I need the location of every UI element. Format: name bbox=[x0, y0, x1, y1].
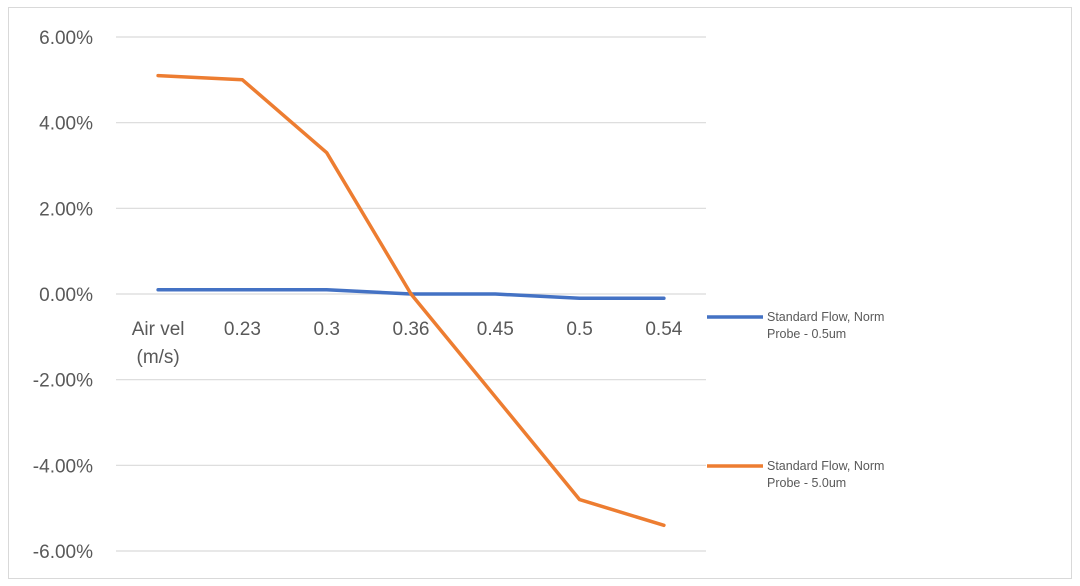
x-tick-label: 0.3 bbox=[314, 319, 340, 340]
chart-area bbox=[8, 7, 1072, 579]
x-tick-label: 0.36 bbox=[393, 319, 430, 340]
y-tick-label: -6.00% bbox=[33, 542, 93, 563]
legend: Standard Flow, Norm Probe - 0.5um Standard… bbox=[707, 310, 884, 490]
x-tick-label: 0.54 bbox=[645, 319, 682, 340]
y-tick-label: 4.00% bbox=[39, 114, 93, 135]
legend-item-1: Standard Flow, Norm Probe - 0.5um bbox=[707, 310, 884, 341]
y-tick-label: -2.00% bbox=[33, 371, 93, 392]
y-tick-label: -4.00% bbox=[33, 456, 93, 477]
x-tick-label: 0.23 bbox=[224, 319, 261, 340]
y-tick-label: 2.00% bbox=[39, 199, 93, 220]
x-tick-label: Air vel (m/s) bbox=[132, 319, 185, 368]
x-tick-label: 0.5 bbox=[566, 319, 592, 340]
legend-item-2: Standard Flow, Norm Probe - 5.0um bbox=[707, 459, 884, 490]
y-tick-label: 6.00% bbox=[39, 28, 93, 49]
x-axis-tick-labels: Air vel (m/s) 0.23 0.3 0.36 0.45 0.5 0.54 bbox=[132, 319, 683, 368]
legend-label: Standard Flow, Norm Probe - 5.0um bbox=[767, 459, 884, 490]
gridlines bbox=[116, 36, 706, 552]
y-tick-label: 0.00% bbox=[39, 285, 93, 306]
series-lines bbox=[156, 73, 666, 528]
y-axis-tick-labels: 6.00% 4.00% 2.00% 0.00% -2.00% -4.00% -6.00% bbox=[33, 28, 93, 563]
series-line-2 bbox=[156, 73, 666, 528]
x-tick-label: 0.45 bbox=[477, 319, 514, 340]
legend-label: Standard Flow, Norm Probe - 0.5um bbox=[767, 310, 884, 341]
